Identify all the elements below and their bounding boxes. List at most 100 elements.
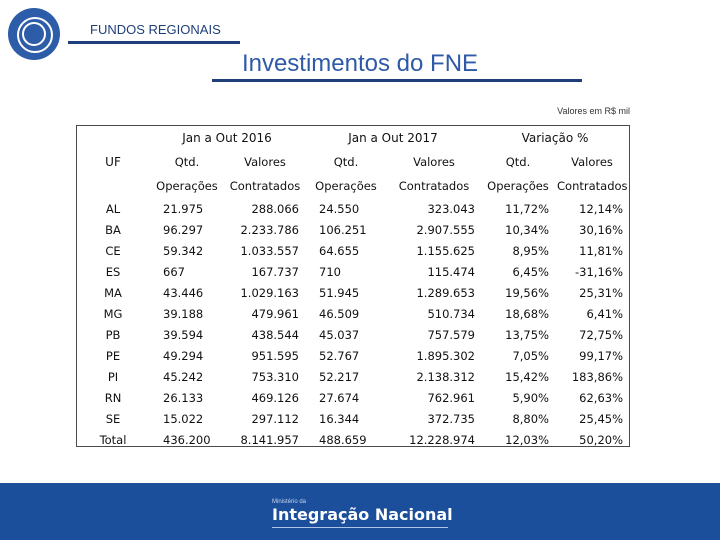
contratados-header: Contratados <box>557 179 628 193</box>
cell-valores-2017: 2.907.555 <box>416 222 475 237</box>
valores-header: Valores <box>413 155 455 169</box>
valores-header: Valores <box>244 155 286 169</box>
cell-valores-variation: 25,45% <box>579 411 624 426</box>
cell-qtd-2016: 21.975 <box>163 201 204 216</box>
table-row: ES 667 167.737 710 115.474 6,45% -31,16% <box>77 261 629 282</box>
cell-valores-variation: -31,16% <box>575 264 624 279</box>
table-row: MG 39.188 479.961 46.509 510.734 18,68% 6,41% <box>77 303 629 324</box>
cell-valores-2016: 753.310 <box>251 369 299 384</box>
cell-valores-variation: 11,81% <box>579 243 624 258</box>
cell-qtd-variation: 5,90% <box>512 390 549 405</box>
cell-qtd-2017: 52.217 <box>319 369 360 384</box>
cell-valores-2016: 2.233.786 <box>240 222 299 237</box>
cell-valores-2017: 12.228.974 <box>409 432 475 447</box>
cell-valores-2016: 479.961 <box>251 306 299 321</box>
cell-valores-2017: 2.138.312 <box>416 369 475 384</box>
cell-uf: AL <box>105 201 121 216</box>
cell-valores-2017: 115.474 <box>427 264 475 279</box>
cell-uf: SE <box>105 411 121 426</box>
cell-qtd-2017: 52.767 <box>319 348 360 363</box>
cell-valores-variation: 72,75% <box>579 327 624 342</box>
cell-valores-variation: 50,20% <box>579 432 624 447</box>
cell-qtd-2016: 96.297 <box>163 222 204 237</box>
ministry-logo-icon <box>8 8 60 60</box>
operacoes-header: Operações <box>487 179 549 193</box>
cell-qtd-variation: 7,05% <box>512 348 549 363</box>
table-row: MA 43.446 1.029.163 51.945 1.289.653 19,56% 25… <box>77 282 629 303</box>
cell-qtd-variation: 8,80% <box>512 411 549 426</box>
cell-valores-variation: 12,14% <box>579 201 624 216</box>
cell-uf: BA <box>105 222 121 237</box>
cell-qtd-2016: 45.242 <box>163 369 204 384</box>
operacoes-header: Operações <box>315 179 377 193</box>
cell-uf: ES <box>105 264 121 279</box>
cell-valores-2016: 167.737 <box>251 264 299 279</box>
cell-qtd-2016: 667 <box>163 264 185 279</box>
cell-valores-variation: 6,41% <box>586 306 624 321</box>
cell-qtd-2017: 51.945 <box>319 285 360 300</box>
cell-qtd-2017: 24.550 <box>319 201 360 216</box>
cell-uf: PE <box>105 348 121 363</box>
brand-name: Integração Nacional <box>272 505 453 524</box>
cell-qtd-2016: 15.022 <box>163 411 204 426</box>
qtd-header: Qtd. <box>333 155 359 169</box>
ministry-label: Ministério da <box>272 499 307 505</box>
qtd-header: Qtd. <box>505 155 531 169</box>
cell-uf: PB <box>105 327 121 342</box>
cell-valores-2017: 323.043 <box>427 201 475 216</box>
table-row: PI 45.242 753.310 52.217 2.138.312 15,42% 183,… <box>77 366 629 387</box>
cell-qtd-variation: 10,34% <box>505 222 549 237</box>
cell-valores-2017: 372.735 <box>427 411 475 426</box>
contratados-header: Contratados <box>229 179 301 193</box>
table-row: BA 96.297 2.233.786 106.251 2.907.555 10,34% 3… <box>77 219 629 240</box>
cell-qtd-2017: 64.655 <box>319 243 360 258</box>
cell-qtd-variation: 19,56% <box>505 285 549 300</box>
cell-uf: RN <box>104 390 122 405</box>
cell-valores-variation: 30,16% <box>579 222 624 237</box>
cell-qtd-2017: 27.674 <box>319 390 360 405</box>
units-note: Valores em R$ mil <box>557 106 630 116</box>
cell-qtd-variation: 13,75% <box>505 327 549 342</box>
table-row: AL 21.975 288.066 24.550 323.043 11,72% 12,14% <box>77 198 629 219</box>
cell-qtd-variation: 8,95% <box>512 243 549 258</box>
cell-valores-2016: 288.066 <box>251 201 299 216</box>
cell-qtd-variation: 11,72% <box>505 201 549 216</box>
cell-qtd-2016: 43.446 <box>163 285 204 300</box>
qtd-header: Qtd. <box>174 155 200 169</box>
cell-qtd-variation: 18,68% <box>505 306 549 321</box>
cell-qtd-variation: 15,42% <box>505 369 549 384</box>
cell-qtd-2016: 436.200 <box>163 432 211 447</box>
cell-qtd-2017: 710 <box>319 264 341 279</box>
section-label: FUNDOS REGIONAIS <box>90 22 221 37</box>
cell-uf: CE <box>105 243 121 258</box>
cell-uf: PI <box>107 369 119 384</box>
period-header-variation: Variação % <box>521 131 589 145</box>
table-row: CE 59.342 1.033.557 64.655 1.155.625 8,95% 11,… <box>77 240 629 261</box>
page-title: Investimentos do FNE <box>241 50 479 77</box>
cell-qtd-2016: 59.342 <box>163 243 204 258</box>
contratados-header: Contratados <box>398 179 470 193</box>
cell-valores-variation: 99,17% <box>579 348 624 363</box>
cell-valores-variation: 183,86% <box>571 369 624 384</box>
cell-valores-2017: 1.155.625 <box>416 243 475 258</box>
title-underline <box>212 79 582 82</box>
cell-uf: MA <box>104 285 122 300</box>
cell-uf: MG <box>103 306 123 321</box>
cell-qtd-2016: 39.594 <box>163 327 204 342</box>
table-row: SE 15.022 297.112 16.344 372.735 8,80% 25,45% <box>77 408 629 429</box>
cell-qtd-2017: 45.037 <box>319 327 360 342</box>
cell-valores-2016: 438.544 <box>251 327 299 342</box>
cell-qtd-2017: 106.251 <box>319 222 367 237</box>
cell-valores-variation: 62,63% <box>579 390 624 405</box>
cell-valores-2017: 510.734 <box>427 306 475 321</box>
cell-qtd-2017: 46.509 <box>319 306 360 321</box>
cell-qtd-2017: 488.659 <box>319 432 367 447</box>
cell-qtd-2016: 39.188 <box>163 306 204 321</box>
header-divider <box>68 41 240 44</box>
cell-valores-2016: 8.141.957 <box>240 432 299 447</box>
cell-uf: Total <box>99 432 127 447</box>
period-header-2017: Jan a Out 2017 <box>348 131 438 145</box>
table-row: RN 26.133 469.126 27.674 762.961 5,90% 62,63% <box>77 387 629 408</box>
table-row: PB 39.594 438.544 45.037 757.579 13,75% 72,75% <box>77 324 629 345</box>
cell-valores-2016: 1.029.163 <box>240 285 299 300</box>
